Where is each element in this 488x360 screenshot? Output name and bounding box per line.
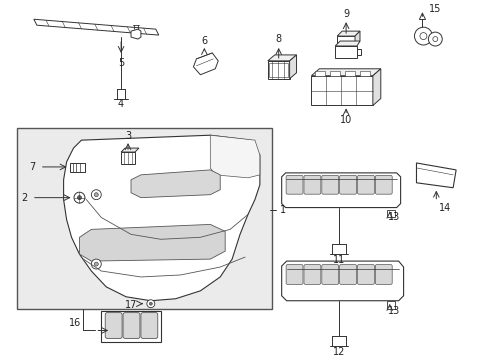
Polygon shape xyxy=(337,36,354,46)
Polygon shape xyxy=(356,49,360,55)
FancyBboxPatch shape xyxy=(17,128,271,309)
Text: 11: 11 xyxy=(332,255,345,265)
Polygon shape xyxy=(416,163,455,188)
Text: 16: 16 xyxy=(69,318,81,328)
Circle shape xyxy=(94,193,98,197)
Polygon shape xyxy=(268,63,287,77)
Polygon shape xyxy=(131,29,141,39)
FancyBboxPatch shape xyxy=(339,175,356,194)
FancyBboxPatch shape xyxy=(375,175,391,194)
FancyBboxPatch shape xyxy=(321,265,338,284)
Text: 13: 13 xyxy=(387,212,399,222)
Text: 12: 12 xyxy=(332,347,345,357)
FancyBboxPatch shape xyxy=(339,265,356,284)
Text: 9: 9 xyxy=(343,9,348,19)
Polygon shape xyxy=(354,31,359,46)
Polygon shape xyxy=(63,135,259,301)
Polygon shape xyxy=(386,301,394,309)
Text: 4: 4 xyxy=(118,99,124,109)
Polygon shape xyxy=(372,69,380,105)
Polygon shape xyxy=(334,41,359,46)
Circle shape xyxy=(91,190,101,200)
Polygon shape xyxy=(329,71,340,76)
Text: 10: 10 xyxy=(339,115,351,125)
Text: 1: 1 xyxy=(279,204,285,215)
Polygon shape xyxy=(69,163,85,172)
FancyBboxPatch shape xyxy=(304,265,320,284)
Text: 2: 2 xyxy=(21,193,27,203)
FancyBboxPatch shape xyxy=(123,312,140,338)
Polygon shape xyxy=(281,173,400,208)
Circle shape xyxy=(432,37,437,41)
Polygon shape xyxy=(121,152,135,164)
FancyBboxPatch shape xyxy=(357,175,374,194)
Circle shape xyxy=(414,27,431,45)
Circle shape xyxy=(77,196,81,200)
Polygon shape xyxy=(210,135,259,178)
Circle shape xyxy=(74,192,85,203)
Polygon shape xyxy=(289,55,296,79)
Circle shape xyxy=(427,32,441,46)
Polygon shape xyxy=(267,61,289,79)
Text: 7: 7 xyxy=(29,162,35,172)
Polygon shape xyxy=(315,71,325,76)
FancyBboxPatch shape xyxy=(141,312,158,338)
Circle shape xyxy=(94,262,98,266)
FancyBboxPatch shape xyxy=(304,175,320,194)
FancyBboxPatch shape xyxy=(375,265,391,284)
Text: 5: 5 xyxy=(118,58,124,68)
Polygon shape xyxy=(311,69,380,76)
Polygon shape xyxy=(281,261,403,301)
Polygon shape xyxy=(131,170,220,198)
Text: 3: 3 xyxy=(125,131,131,141)
FancyBboxPatch shape xyxy=(321,175,338,194)
Polygon shape xyxy=(311,76,372,105)
Polygon shape xyxy=(345,71,354,76)
FancyBboxPatch shape xyxy=(285,175,303,194)
Circle shape xyxy=(91,259,101,269)
FancyBboxPatch shape xyxy=(101,311,161,342)
Polygon shape xyxy=(386,210,394,217)
Polygon shape xyxy=(359,71,369,76)
Polygon shape xyxy=(121,148,139,152)
Circle shape xyxy=(149,302,152,305)
Text: 17: 17 xyxy=(124,300,137,310)
Polygon shape xyxy=(193,53,218,75)
Circle shape xyxy=(146,300,155,308)
Polygon shape xyxy=(334,46,356,58)
Polygon shape xyxy=(79,224,224,261)
Circle shape xyxy=(419,33,426,40)
FancyBboxPatch shape xyxy=(285,265,303,284)
Text: 8: 8 xyxy=(275,34,281,44)
Text: 15: 15 xyxy=(428,4,441,14)
FancyBboxPatch shape xyxy=(105,312,122,338)
Text: 13: 13 xyxy=(387,306,399,316)
Polygon shape xyxy=(337,31,359,36)
Text: 6: 6 xyxy=(201,36,207,46)
Polygon shape xyxy=(34,19,159,35)
FancyBboxPatch shape xyxy=(357,265,374,284)
Text: 14: 14 xyxy=(438,203,450,212)
Polygon shape xyxy=(267,55,296,61)
